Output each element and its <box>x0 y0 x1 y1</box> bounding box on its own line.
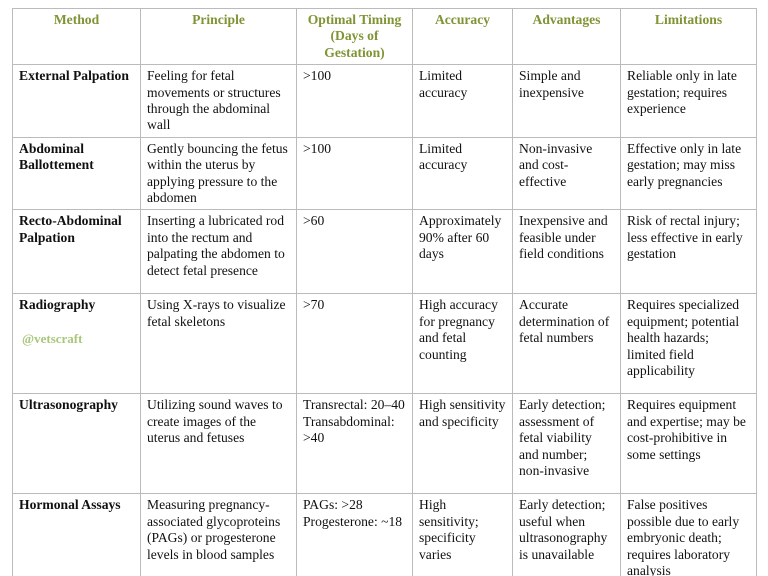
table-row: Radiography Using X-rays to visualize fet… <box>12 293 757 395</box>
table-cell: Early detection; assessment of fetal via… <box>512 393 621 495</box>
watermark: @vetscraft <box>22 331 83 346</box>
table-cell: Feeling for fetal movements or structure… <box>140 64 297 138</box>
table-cell: Requires specialized equipment; potentia… <box>620 293 757 395</box>
table-cell: Transrectal: 20–40 Transabdominal: >40 <box>296 393 413 495</box>
method-cell: Ultrasonography <box>12 393 141 495</box>
table-cell: Using X-rays to visualize fetal skeleton… <box>140 293 297 395</box>
table-row: Ultrasonography Utilizing sound waves to … <box>12 393 757 495</box>
table-cell: Non-invasive and cost-effective <box>512 136 621 211</box>
table-cell: Inserting a lubricated rod into the rect… <box>140 209 297 295</box>
method-cell: External Palpation <box>12 64 141 138</box>
table-cell: Limited accuracy <box>412 136 513 211</box>
table-cell: Requires equipment and expertise; may be… <box>620 393 757 495</box>
table-row: Hormonal Assays Measuring pregnancy-assoc… <box>12 493 757 576</box>
header-row: Method Principle Optimal Timing (Days of G… <box>12 7 757 66</box>
method-cell: Recto-Abdominal Palpation <box>12 209 141 295</box>
header-cell: Optimal Timing (Days of Gestation) <box>296 7 413 66</box>
table-cell: Effective only in late gestation; may mi… <box>620 136 757 211</box>
method-cell: Hormonal Assays <box>12 493 141 576</box>
table-cell: Simple and inexpensive <box>512 64 621 138</box>
table-row: Abdominal Ballottement Gently bouncing th… <box>12 136 757 211</box>
table-cell: PAGs: >28 Progesterone: ~18 <box>296 493 413 576</box>
table-cell: Reliable only in late gestation; require… <box>620 64 757 138</box>
header-cell: Principle <box>140 7 297 66</box>
comparison-table: Method Principle Optimal Timing (Days of G… <box>12 7 757 576</box>
header-cell: Method <box>12 7 141 66</box>
table-row: Recto-Abdominal Palpation Inserting a lub… <box>12 209 757 295</box>
table-cell: Risk of rectal injury; less effective in… <box>620 209 757 295</box>
table-cell: High accuracy for pregnancy and fetal co… <box>412 293 513 395</box>
method-cell: Abdominal Ballottement <box>12 136 141 211</box>
table-cell: High sensitivity and specificity <box>412 393 513 495</box>
table-cell: High sensitivity; specificity varies <box>412 493 513 576</box>
header-cell: Advantages <box>512 7 621 66</box>
table-cell: Utilizing sound waves to create images o… <box>140 393 297 495</box>
table-cell: Gently bouncing the fetus within the ute… <box>140 136 297 211</box>
table-cell: Accurate determination of fetal numbers <box>512 293 621 395</box>
table-cell: >100 <box>296 64 413 138</box>
table-cell: >70 <box>296 293 413 395</box>
table-cell: Approximately 90% after 60 days <box>412 209 513 295</box>
table-cell: Measuring pregnancy-associated glycoprot… <box>140 493 297 576</box>
table-cell: Inexpensive and feasible under field con… <box>512 209 621 295</box>
table-cell: Early detection; useful when ultrasonogr… <box>512 493 621 576</box>
method-cell: Radiography <box>12 293 141 395</box>
header-cell: Limitations <box>620 7 757 66</box>
table-cell: >60 <box>296 209 413 295</box>
table-cell: >100 <box>296 136 413 211</box>
table-row: External Palpation Feeling for fetal move… <box>12 64 757 138</box>
table-cell: Limited accuracy <box>412 64 513 138</box>
table-cell: False positives possible due to early em… <box>620 493 757 576</box>
header-cell: Accuracy <box>412 7 513 66</box>
